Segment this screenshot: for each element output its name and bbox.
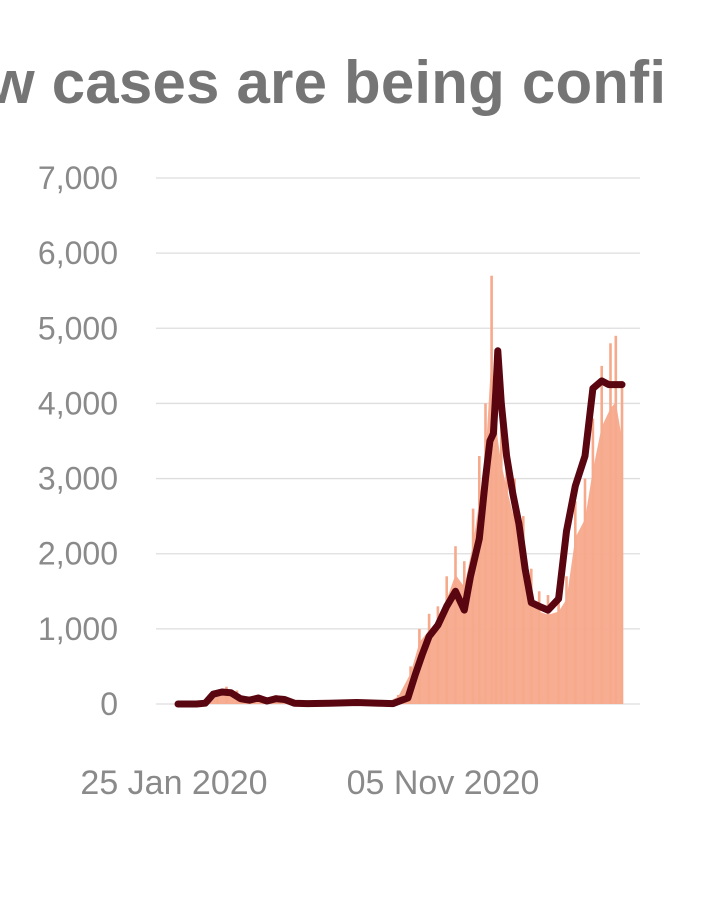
y-tick-label: 4,000 xyxy=(38,385,118,421)
y-tick-label: 1,000 xyxy=(38,611,118,647)
y-tick-label: 5,000 xyxy=(38,310,118,346)
y-tick-label: 3,000 xyxy=(38,461,118,497)
y-tick-label: 2,000 xyxy=(38,536,118,572)
x-tick-label: 25 Jan 2020 xyxy=(80,764,267,802)
chart-title: w cases are being confi xyxy=(0,49,667,116)
daily-cases-area xyxy=(178,352,622,704)
x-tick-label: 05 Nov 2020 xyxy=(347,764,540,802)
y-tick-label: 0 xyxy=(100,686,118,722)
y-tick-label: 6,000 xyxy=(38,235,118,271)
y-tick-label: 7,000 xyxy=(38,160,118,196)
y-axis-ticks: 7,000 6,000 5,000 4,000 3,000 2,000 1,000 0 xyxy=(38,160,118,722)
rolling-average-line xyxy=(174,347,626,708)
x-axis-ticks: 25 Jan 2020 05 Nov 2020 xyxy=(80,764,539,802)
